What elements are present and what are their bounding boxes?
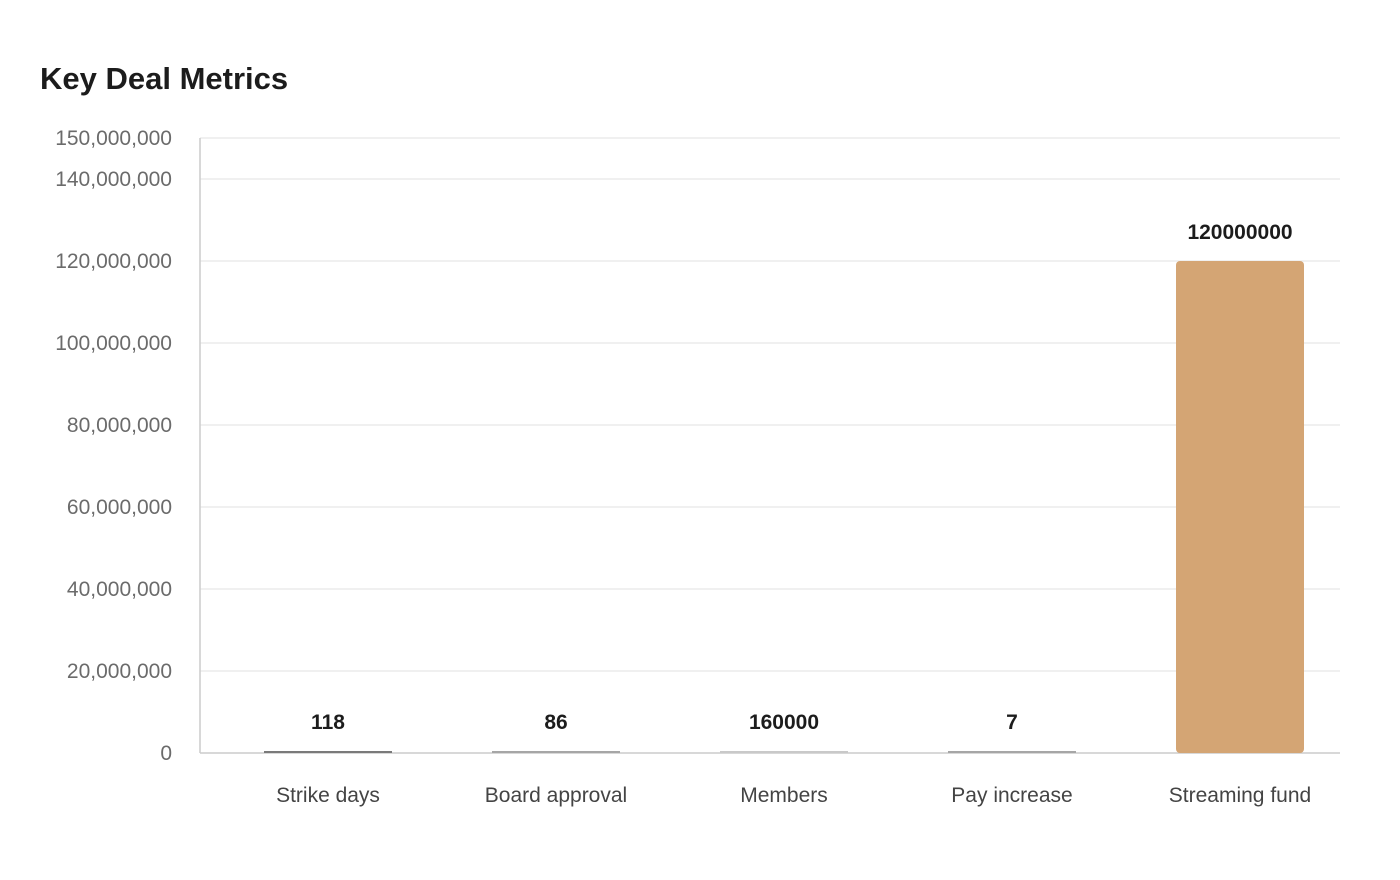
bars <box>264 261 1304 753</box>
data-label: 120000000 <box>1187 221 1292 244</box>
x-axis-category-labels: Strike days Board approval Members Pay incr… <box>276 784 1311 807</box>
y-tick-label: 120,000,000 <box>55 250 172 273</box>
data-label: 160000 <box>749 711 819 734</box>
x-category-label: Streaming fund <box>1169 784 1311 807</box>
gridlines <box>200 137 1340 672</box>
data-label: 86 <box>544 711 567 734</box>
y-tick-label: 150,000,000 <box>55 127 172 150</box>
y-axis-tick-labels: 0 20,000,000 40,000,000 60,000,000 80,000,00… <box>55 127 172 765</box>
y-tick-label: 0 <box>160 742 172 765</box>
y-tick-label: 80,000,000 <box>67 414 172 437</box>
bar <box>264 751 392 753</box>
y-tick-label: 40,000,000 <box>67 578 172 601</box>
y-tick-label: 100,000,000 <box>55 332 172 355</box>
x-category-label: Pay increase <box>951 784 1072 807</box>
bar <box>948 751 1076 753</box>
x-category-label: Board approval <box>485 784 627 807</box>
data-label: 118 <box>311 711 345 734</box>
data-label: 7 <box>1006 711 1018 734</box>
chart-title: Key Deal Metrics <box>40 61 289 96</box>
axes <box>199 138 1340 754</box>
data-labels: 118 86 160000 7 120000000 <box>311 221 1293 734</box>
y-tick-label: 60,000,000 <box>67 496 172 519</box>
x-category-label: Strike days <box>276 784 380 807</box>
bar <box>1176 261 1304 753</box>
bar <box>720 751 848 753</box>
x-category-label: Members <box>740 784 828 807</box>
y-tick-label: 140,000,000 <box>55 168 172 191</box>
y-tick-label: 20,000,000 <box>67 660 172 683</box>
bar <box>492 751 620 753</box>
